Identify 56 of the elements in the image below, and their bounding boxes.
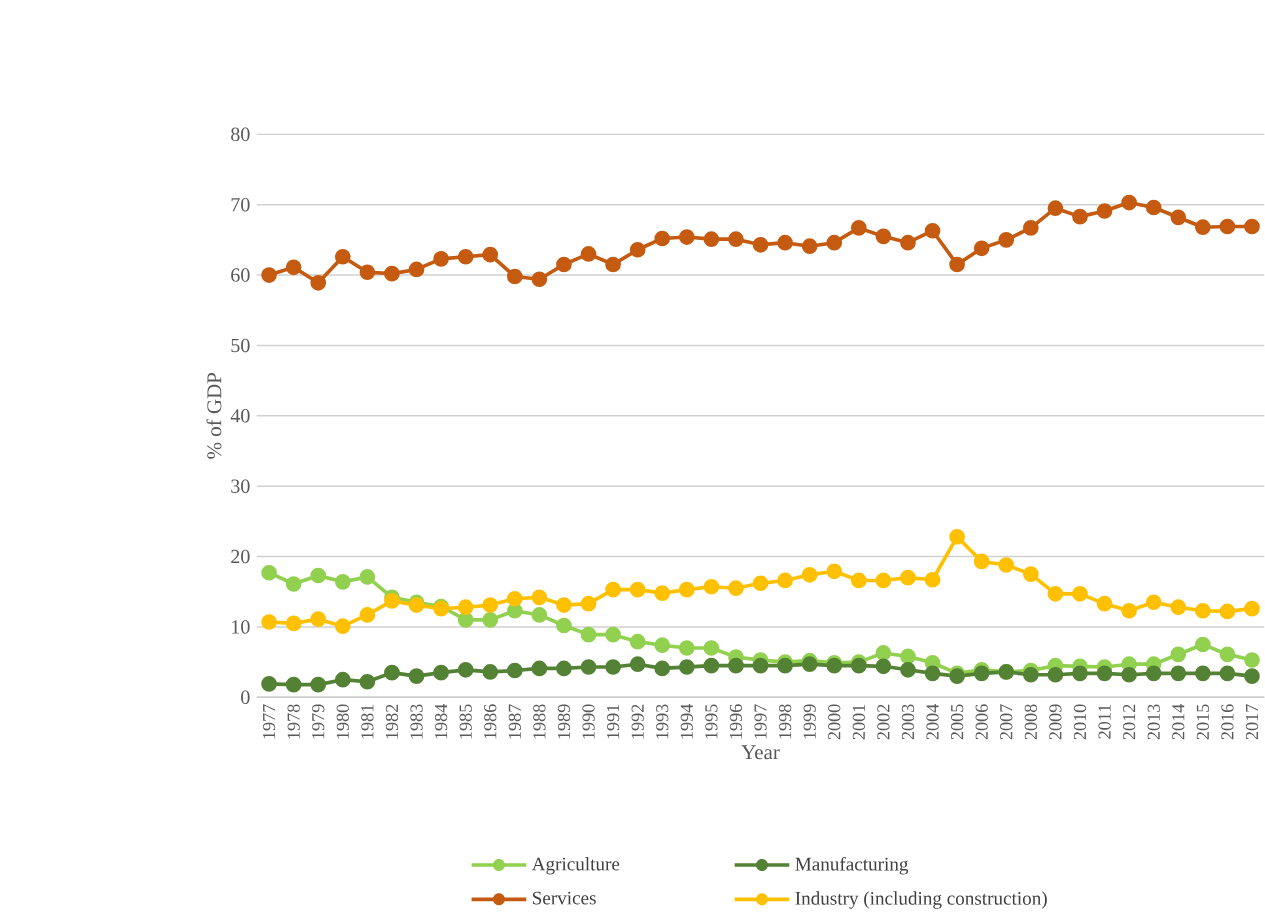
x-tick-label: 1986 — [484, 704, 497, 739]
x-tick-label: 2004 — [926, 704, 939, 740]
x-tick-label: 1981 — [361, 704, 374, 739]
x-tick-label: 1988 — [533, 704, 546, 739]
x-axis-title: Year — [741, 745, 780, 760]
x-tick-label: 2008 — [1024, 704, 1037, 740]
legend-label: Agriculture — [531, 857, 620, 875]
x-tick-label: 1987 — [508, 704, 521, 739]
y-tick-label: 30 — [231, 479, 250, 494]
x-tick-label: 2012 — [1122, 704, 1136, 740]
legend-label: Industry (including construction) — [795, 891, 1047, 909]
x-tick-label: 2017 — [1245, 704, 1259, 740]
y-tick-label: 10 — [232, 620, 250, 634]
y-axis-title: % of GDP — [206, 373, 222, 459]
x-tick-label: 1993 — [656, 704, 669, 739]
y-tick-label: 80 — [231, 127, 250, 142]
x-tick-label: 1983 — [410, 704, 423, 739]
x-tick-label: 2011 — [1098, 704, 1111, 739]
x-tick-label: 2010 — [1073, 704, 1087, 740]
y-tick-label: 0 — [241, 690, 250, 705]
y-tick-label: 50 — [231, 338, 250, 353]
x-tick-label: 1980 — [336, 704, 349, 739]
x-tick-label: 1994 — [680, 704, 693, 739]
y-tick-label: 20 — [231, 549, 250, 564]
x-tick-label: 2014 — [1172, 704, 1185, 740]
x-tick-label: 2007 — [1000, 704, 1013, 740]
x-tick-label: 1984 — [434, 704, 448, 739]
x-tick-label: 1985 — [459, 704, 472, 739]
x-tick-label: 1977 — [262, 704, 276, 739]
x-tick-label: 1990 — [582, 704, 595, 739]
x-tick-label: 2001 — [852, 704, 865, 740]
y-tick-label: 40 — [230, 409, 250, 423]
legend-label: Services — [532, 891, 596, 905]
x-tick-label: 1978 — [287, 704, 300, 739]
x-tick-label: 1999 — [803, 704, 816, 739]
x-tick-label: 1982 — [385, 704, 399, 739]
x-tick-label: 2003 — [901, 704, 915, 740]
y-tick-label: 60 — [231, 268, 250, 283]
x-tick-label: 2000 — [828, 704, 841, 740]
x-tick-label: 1995 — [705, 704, 718, 739]
x-tick-label: 2006 — [975, 704, 988, 740]
x-tick-label: 1979 — [312, 704, 325, 739]
x-tick-label: 2016 — [1221, 704, 1234, 740]
x-tick-label: 1998 — [778, 704, 792, 739]
x-tick-label: 1996 — [729, 704, 743, 739]
x-tick-label: 2013 — [1147, 704, 1160, 740]
x-tick-label: 1997 — [754, 704, 767, 739]
x-tick-label: 2002 — [877, 704, 890, 740]
x-tick-label: 1992 — [631, 704, 644, 739]
x-tick-label: 2005 — [950, 704, 964, 740]
x-tick-label: 1991 — [606, 704, 620, 739]
x-tick-label: 2009 — [1049, 704, 1062, 740]
legend-label: Manufacturing — [795, 857, 909, 875]
x-tick-label: 2015 — [1196, 704, 1209, 740]
x-tick-label: 1989 — [557, 704, 571, 739]
y-tick-label: 70 — [231, 198, 250, 212]
